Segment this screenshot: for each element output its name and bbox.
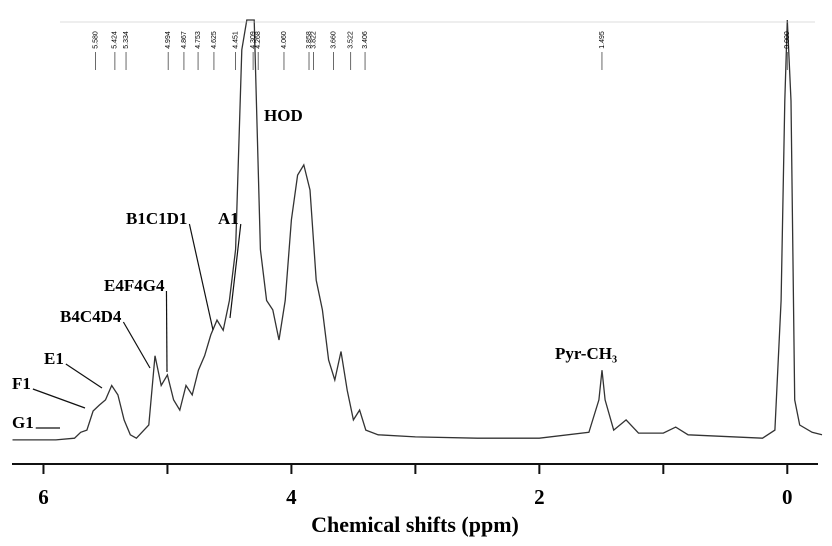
- x-tick-label: 0: [782, 485, 793, 509]
- peak-label: 4.268: [255, 31, 262, 49]
- peak-label: 0.000: [784, 31, 791, 49]
- peak-label: 3.822: [310, 31, 317, 49]
- peak-label: 4.309: [250, 31, 257, 49]
- peak-annotation: G1: [12, 413, 34, 432]
- peak-annotation: A1: [218, 209, 239, 228]
- x-axis-title: Chemical shifts (ppm): [311, 512, 519, 537]
- peak-label: 5.334: [123, 31, 130, 49]
- peak-label: 3.660: [330, 31, 337, 49]
- x-tick-label: 4: [286, 485, 297, 509]
- peak-label: 4.451: [232, 31, 239, 49]
- annotation-pointer: [122, 321, 151, 369]
- peak-label: 4.867: [181, 31, 188, 49]
- peak-annotation: E4F4G4: [104, 276, 165, 295]
- peak-label: 3.406: [362, 31, 369, 49]
- peak-label: 3.858: [306, 31, 313, 49]
- peak-label: 4.753: [195, 31, 202, 49]
- annotation-pointer: [188, 223, 214, 331]
- peak-annotation: E1: [44, 349, 64, 368]
- peak-annotation: B1C1D1: [126, 209, 187, 228]
- peak-annotation: F1: [12, 374, 31, 393]
- peak-label: 4.060: [281, 31, 288, 49]
- annotation-pointer: [32, 388, 86, 409]
- x-tick-label: 6: [38, 485, 49, 509]
- spectrum-line: [12, 19, 823, 441]
- peak-annotation: HOD: [264, 106, 303, 125]
- annotation-pointer: [65, 363, 103, 389]
- peak-label: 5.580: [92, 31, 99, 49]
- peak-label: 1.495: [599, 31, 606, 49]
- x-tick-label: 2: [534, 485, 545, 509]
- peak-label: 4.994: [165, 31, 172, 49]
- peak-annotation: Pyr-CH₃: [555, 344, 617, 363]
- peak-annotation: B4C4D4: [60, 307, 122, 326]
- peak-label: 4.625: [211, 31, 218, 49]
- annotation-pointer: [229, 223, 242, 319]
- peak-label: 5.424: [112, 31, 119, 49]
- peak-label: 3.522: [348, 31, 355, 49]
- annotation-pointer: [165, 290, 168, 373]
